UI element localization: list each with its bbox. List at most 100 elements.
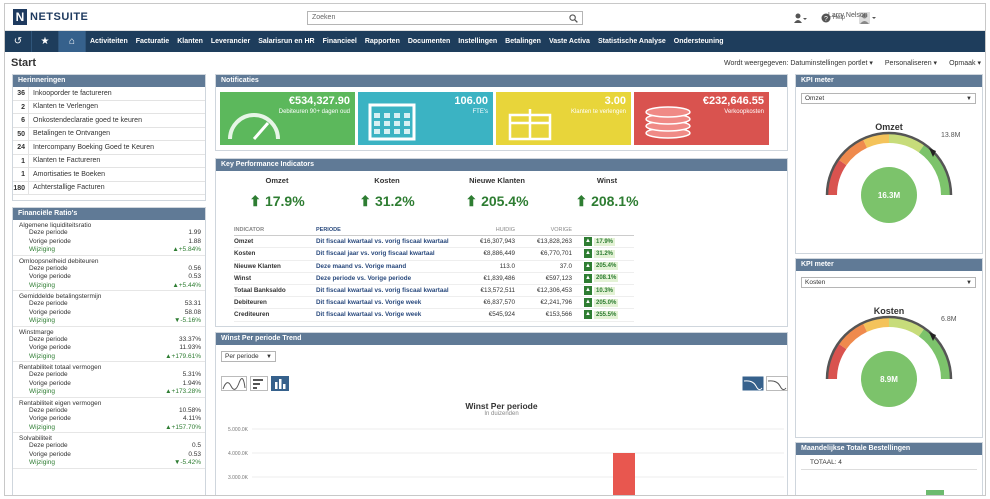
reminder-item[interactable]: 6 Onkostendeclaratie goed te keuren: [13, 114, 205, 128]
personalize-label: Personaliseren: [884, 60, 932, 67]
kpi-table-row[interactable]: Crediteuren Dit fiscaal kwartaal vs. Vori…: [234, 309, 634, 322]
nav-vaste-activa[interactable]: Vaste Activa: [548, 38, 590, 45]
notification-tile[interactable]: 3.00 Klanten te verlengen: [496, 92, 631, 145]
gauge-label: Kosten: [874, 306, 905, 316]
personalize-link[interactable]: Personaliseren ▾: [885, 59, 937, 67]
reminder-item[interactable]: 50 Betalingen te Ontvangen: [13, 127, 205, 141]
notification-tile[interactable]: 106.00 FTE's: [358, 92, 493, 145]
target-marker-icon: [929, 148, 936, 157]
netsuite-logo[interactable]: N NETSUITE: [13, 9, 88, 25]
chart-view-toolbar: [742, 376, 788, 391]
reminder-item[interactable]: 180 Achterstallige Facturen: [13, 181, 205, 195]
arrow-up-icon: ▲: [584, 249, 592, 259]
nav-salarisrun[interactable]: Salarisrun en HR: [258, 38, 315, 45]
search-icon[interactable]: [569, 14, 578, 23]
reminder-item[interactable]: 2 Klanten te Verlengen: [13, 100, 205, 114]
kpi-table-row[interactable]: Nieuwe Klanten Deze maand vs. Vorige maan…: [234, 261, 634, 273]
help-link[interactable]: ? Help: [821, 13, 845, 23]
nav-betalingen[interactable]: Betalingen: [505, 38, 541, 45]
trend-portlet: Winst Per periode Trend Per periode ▼ Win…: [215, 332, 788, 496]
kpi-meter-title: KPI meter: [796, 75, 982, 87]
kpi-table-row[interactable]: Winst Deze periode vs. Vorige periode €1,8…: [234, 273, 634, 285]
ratio-prev-label: Vorige periode: [29, 237, 71, 245]
nav-leverancier[interactable]: Leverancier: [210, 38, 251, 45]
kpi-period[interactable]: Dit fiscaal kwartaal vs. vorig fiscaal k…: [316, 238, 449, 246]
nav-facturatie[interactable]: Facturatie: [135, 38, 170, 45]
chart-title: Winst Per periode: [465, 401, 538, 411]
nav-activiteiten[interactable]: Activiteiten: [90, 38, 128, 45]
arrow-up-icon: ▲: [165, 388, 172, 395]
kpi-previous: €6,770,701: [540, 250, 572, 258]
ratio-name: Omloopsnelheid debiteuren: [19, 257, 99, 265]
user-settings-icon[interactable]: [793, 13, 807, 23]
kpi-period[interactable]: Dit fiscaal kwartaal vs. Vorige week: [316, 311, 422, 319]
area-chart-icon[interactable]: [221, 376, 247, 391]
kpi-period[interactable]: Dit fiscaal jaar vs. vorig fiscaal kwart…: [316, 250, 435, 258]
ratio-change-row: Wijziging ▲+5.44%: [19, 282, 201, 291]
favorites-star-icon[interactable]: ★: [32, 31, 59, 52]
notification-tile[interactable]: €534,327.90 Debiteuren 90+ dagen oud: [220, 92, 355, 145]
home-icon[interactable]: ⌂: [59, 31, 86, 52]
kpi-period[interactable]: Dit fiscaal kwartaal vs. Vorige week: [316, 299, 422, 307]
notification-tile[interactable]: €232,646.55 Verkoopkosten: [634, 92, 769, 145]
chevron-down-icon: ▼: [966, 96, 972, 102]
kpi-period[interactable]: Deze periode vs. Vorige periode: [316, 274, 412, 282]
ratio-prev-row: Vorige periode 58.08: [19, 309, 201, 318]
kpi-summary-label: Kosten: [374, 176, 400, 185]
search-input[interactable]: Zoeken: [307, 11, 583, 25]
reminder-item[interactable]: 1 Klanten te Factureren: [13, 154, 205, 168]
orders-title: Maandelijkse Totale Bestellingen: [796, 443, 982, 455]
arrow-up-icon: ⬆: [575, 193, 592, 209]
reminder-item[interactable]: 36 Inkooporder te factureren: [13, 87, 205, 101]
reminder-label: Amortisaties te Boeken: [33, 170, 105, 178]
trend-period-select[interactable]: Per periode ▼: [221, 351, 276, 362]
kpi-summary-item: Kosten ⬆ 31.2%: [332, 176, 442, 210]
nav-klanten[interactable]: Klanten: [177, 38, 203, 45]
kpi-table-row[interactable]: Omzet Dit fiscaal kwartaal vs. vorig fisc…: [234, 236, 634, 249]
avatar-icon[interactable]: [859, 12, 877, 24]
y-tick-label: 4.000.0K: [228, 451, 249, 457]
trend-curve-icon[interactable]: [766, 376, 788, 391]
kpi-meter-select[interactable]: Omzet ▼: [801, 93, 976, 104]
view-settings-link[interactable]: Wordt weergegeven: Datuminstellingen por…: [724, 59, 873, 67]
reminder-item[interactable]: 24 Intercompany Boeking Goed te Keuren: [13, 141, 205, 155]
kpi-table-row[interactable]: Totaal Banksaldo Dit fiscaal kwartaal vs.…: [234, 285, 634, 298]
nav-statistische-analyse[interactable]: Statistische Analyse: [597, 38, 666, 45]
ratio-change-text: +173.28%: [171, 388, 201, 395]
ratio-item: Gemiddelde betalingstermijn Deze periode 5…: [13, 291, 205, 327]
column-chart-icon[interactable]: [271, 376, 289, 391]
nav-instellingen[interactable]: Instellingen: [458, 38, 498, 45]
ratio-change-value: ▼-5.16%: [174, 317, 201, 326]
kpi-summary-item: Nieuwe Klanten ⬆ 205.4%: [442, 176, 552, 210]
kpi-period[interactable]: Deze maand vs. Vorige maand: [316, 262, 407, 270]
layout-link[interactable]: Opmaak ▾: [949, 59, 981, 67]
arrow-up-icon: ▲: [584, 298, 592, 308]
kpi-period[interactable]: Dit fiscaal kwartaal vs. vorig fiscaal k…: [316, 287, 449, 295]
nav-rapporten[interactable]: Rapporten: [364, 38, 400, 45]
kpi-table-row[interactable]: Kosten Dit fiscaal jaar vs. vorig fiscaal…: [234, 248, 634, 261]
nav-financieel[interactable]: Financieel: [322, 38, 357, 45]
ratio-name: Rentabiliteit eigen vermogen: [19, 399, 102, 407]
nav-ondersteuning[interactable]: Ondersteuning: [673, 38, 724, 45]
user-name[interactable]: Larry Nelson: [828, 12, 868, 19]
ratio-item: Rentabiliteit totaal vermogen Deze period…: [13, 362, 205, 398]
ratios-list: Algemene liquiditeitsratio Deze periode 1.…: [13, 220, 205, 469]
reminder-item[interactable]: 1 Amortisaties te Boeken: [13, 168, 205, 182]
chart-bar[interactable]: [613, 453, 635, 496]
arrow-up-icon: ⬆: [359, 193, 375, 209]
kpi-meter-select[interactable]: Kosten ▼: [801, 277, 976, 288]
trend-line-icon[interactable]: [742, 376, 764, 391]
ratio-name: Rentabiliteit totaal vermogen: [19, 364, 102, 371]
nav-documenten[interactable]: Documenten: [407, 38, 451, 45]
kpi-current: €1,839,486: [483, 274, 515, 282]
trend-chart: 5.000.0K4.000.0K3.000.0K2.000.0K: [228, 427, 784, 496]
kpi-column-header: HUIDIG: [495, 226, 515, 233]
arrow-up-icon: ⬆: [249, 193, 265, 209]
recent-icon[interactable]: ↺: [5, 31, 32, 52]
gauge-value: 16.3M: [878, 191, 901, 200]
kpi-meter-select-value: Kosten: [805, 279, 826, 286]
bar-chart-horizontal-icon[interactable]: [250, 376, 268, 391]
logo-mark: N: [13, 9, 27, 25]
kpi-table-row[interactable]: Debiteuren Dit fiscaal kwartaal vs. Vorig…: [234, 297, 634, 310]
arrow-up-icon: ▲: [165, 423, 172, 431]
